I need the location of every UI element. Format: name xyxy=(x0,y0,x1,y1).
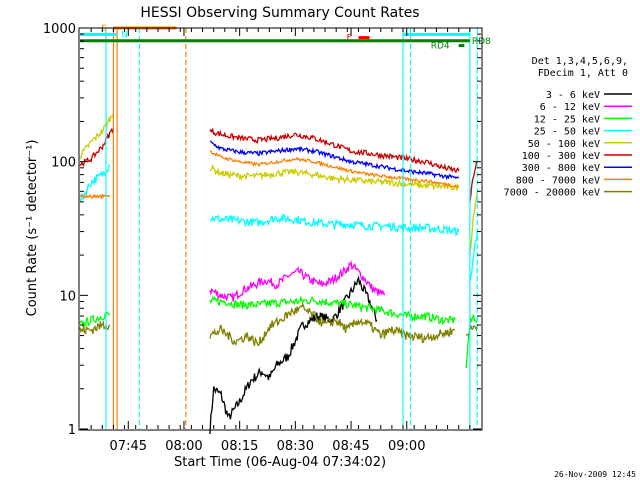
legend-header-2: FDecim 1, Att 0 xyxy=(538,68,628,79)
series-8-trace-2 xyxy=(209,150,460,188)
flag-label-6: RD4 xyxy=(431,42,450,52)
series-3 xyxy=(79,295,478,369)
series-6-trace-3 xyxy=(469,161,478,203)
y-axis-label: Count Rate (s⁻¹ detector⁻¹) xyxy=(25,140,40,317)
series-1 xyxy=(209,275,378,435)
series-8-trace-1 xyxy=(79,193,111,200)
series-5-trace-1 xyxy=(79,113,115,160)
series-9-trace-3 xyxy=(465,324,478,337)
series-5-trace-2 xyxy=(209,163,460,191)
x-axis-label: Start Time (06-Aug-04 07:34:02) xyxy=(174,455,386,470)
legend-label-2: 6 - 12 keV xyxy=(540,102,600,113)
flag-label-2: N xyxy=(121,30,128,40)
legend-label-3: 12 - 25 keV xyxy=(534,114,600,125)
flag-4: RD8 xyxy=(80,37,491,47)
x-tick-label-3: 08:15 xyxy=(221,439,258,454)
legend: Det 1,3,4,5,6,9,FDecim 1, Att 0 3 - 6 keV… xyxy=(504,56,632,199)
series-4-trace-2 xyxy=(209,213,460,237)
x-tick-label-1: 07:45 xyxy=(110,439,147,454)
chart-title: HESSI Observing Summary Count Rates xyxy=(140,5,419,21)
flag-2: N xyxy=(80,30,128,40)
series-7 xyxy=(209,140,460,181)
y-ticks: 1 10 100 1000 xyxy=(43,22,481,438)
flag-label-5: F xyxy=(346,34,351,44)
series-4 xyxy=(79,164,478,283)
legend-label-4: 25 - 50 keV xyxy=(534,127,600,138)
series-4-trace-3 xyxy=(469,231,478,283)
legend-label-6: 100 - 300 keV xyxy=(522,151,600,162)
legend-header-1: Det 1,3,4,5,6,9, xyxy=(532,56,628,67)
x-ticks: 07:45 08:00 08:15 08:30 08:45 09:00 xyxy=(90,28,471,454)
series-1-trace-1 xyxy=(209,275,378,435)
flag-label-4: RD8 xyxy=(472,37,491,47)
series-2-trace-1 xyxy=(209,260,386,302)
series-9 xyxy=(79,302,478,347)
y-tick-label-1: 1 xyxy=(68,423,76,438)
y-tick-label-3: 100 xyxy=(51,156,76,171)
series-5 xyxy=(79,113,478,256)
x-tick-label-4: 08:30 xyxy=(277,439,314,454)
series-4-trace-1 xyxy=(79,164,111,202)
series-3-trace-3 xyxy=(465,314,478,369)
flag-label-1: S xyxy=(101,24,107,34)
series-7-trace-1 xyxy=(209,140,460,181)
vline-layer xyxy=(105,28,478,429)
x-tick-label-5: 08:45 xyxy=(332,439,369,454)
legend-label-5: 50 - 100 keV xyxy=(528,139,600,150)
series-6 xyxy=(79,127,478,203)
series-3-trace-1 xyxy=(79,311,110,327)
legend-label-7: 300 - 800 keV xyxy=(522,163,600,174)
legend-label-1: 3 - 6 keV xyxy=(546,90,600,101)
x-tick-label-6: 09:00 xyxy=(388,439,425,454)
series-9-trace-1 xyxy=(79,319,111,335)
series-5-trace-3 xyxy=(469,191,478,256)
series-2 xyxy=(209,260,386,302)
y-tick-label-4: 1000 xyxy=(43,22,76,37)
legend-label-8: 800 - 7000 keV xyxy=(516,175,600,186)
y-tick-label-2: 10 xyxy=(59,289,76,304)
series-6-trace-2 xyxy=(209,127,460,174)
footer-timestamp: 26-Nov-2009 12:45 xyxy=(554,470,636,479)
series-3-trace-2 xyxy=(209,295,456,326)
legend-label-9: 7000 - 20000 keV xyxy=(504,188,600,199)
flag-5: F xyxy=(346,34,370,44)
series-6-trace-1 xyxy=(79,127,115,167)
series-9-trace-2 xyxy=(209,302,456,347)
flag-6: RD4 xyxy=(431,42,465,52)
data-layer xyxy=(79,113,478,435)
series-8 xyxy=(79,150,460,200)
x-tick-label-2: 08:00 xyxy=(165,439,202,454)
